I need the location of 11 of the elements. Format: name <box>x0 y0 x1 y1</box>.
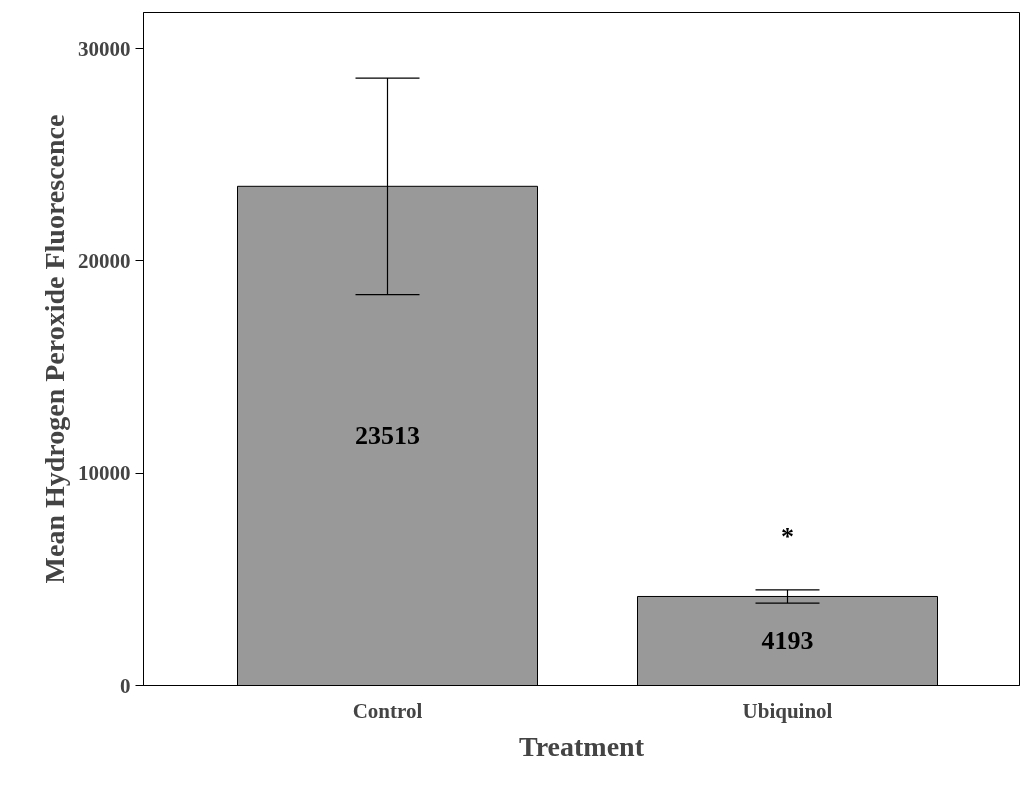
y-tick-label: 10000 <box>78 461 131 486</box>
y-tick-label: 30000 <box>78 36 131 61</box>
x-tick-label: Ubiquinol <box>742 698 833 723</box>
y-tick-label: 20000 <box>78 248 131 273</box>
y-tick-label: 0 <box>120 673 131 698</box>
data-label: 4193 <box>761 626 814 656</box>
x-tick-label: Control <box>352 698 423 723</box>
data-label: 23513 <box>355 421 420 451</box>
annotation: * <box>781 521 794 551</box>
y-axis-title: Mean Hydrogen Peroxide Fluorescence <box>39 114 70 584</box>
x-axis-title: Treatment <box>519 730 645 762</box>
